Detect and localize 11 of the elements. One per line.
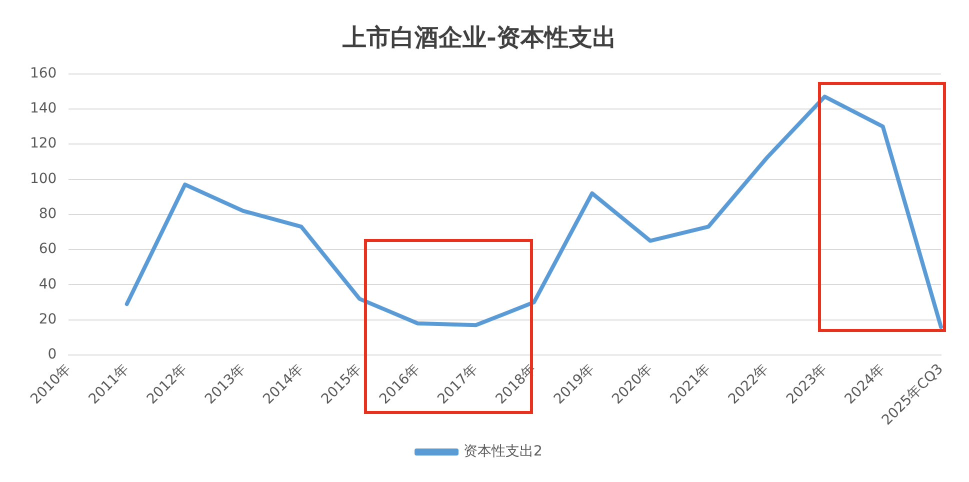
y-tick-label: 40: [38, 276, 57, 292]
y-tick-label: 60: [38, 241, 57, 258]
y-tick-label: 140: [30, 100, 57, 117]
y-tick-label: 120: [30, 136, 57, 152]
y-tick-label: 20: [38, 312, 57, 328]
y-tick-label: 80: [38, 206, 57, 222]
y-tick-label: 100: [30, 170, 57, 187]
legend-label: 资本性支出2: [464, 444, 542, 460]
y-tick-label: 0: [48, 346, 57, 363]
chart-title: 上市白酒企业-资本性支出: [342, 22, 616, 52]
y-tick-label: 160: [30, 65, 57, 82]
